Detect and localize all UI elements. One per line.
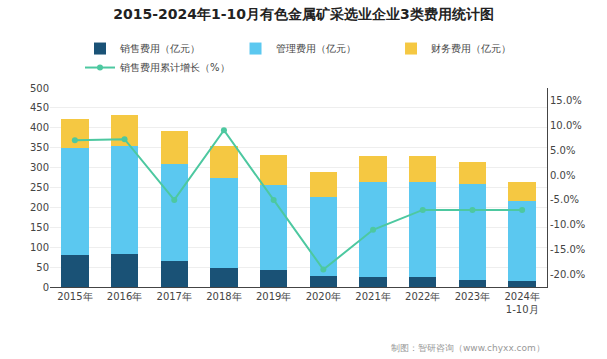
svg-text:2017年: 2017年 <box>157 291 192 302</box>
svg-text:500: 500 <box>30 83 49 94</box>
svg-text:400: 400 <box>30 122 49 133</box>
svg-text:50: 50 <box>36 262 49 273</box>
svg-text:2023年: 2023年 <box>455 291 490 302</box>
svg-text:2024年1-10月: 2024年1-10月 <box>504 291 539 315</box>
svg-text:财务费用（亿元）: 财务费用（亿元） <box>431 43 511 54</box>
svg-text:350: 350 <box>30 142 49 153</box>
svg-text:管理费用（亿元）: 管理费用（亿元） <box>276 43 356 54</box>
svg-text:10.0%: 10.0% <box>550 120 582 131</box>
svg-text:150: 150 <box>30 222 49 233</box>
svg-text:销售费用（亿元）: 销售费用（亿元） <box>119 43 200 54</box>
svg-text:销售费用累计增长（%）: 销售费用累计增长（%） <box>119 62 230 73</box>
svg-text:2020年: 2020年 <box>306 291 341 302</box>
svg-text:-15.0%: -15.0% <box>550 244 585 255</box>
svg-text:450: 450 <box>30 102 49 113</box>
svg-text:2021年: 2021年 <box>355 291 390 302</box>
svg-text:制图：智研咨询（www.chyxx.com）: 制图：智研咨询（www.chyxx.com） <box>391 343 545 353</box>
svg-text:2022年: 2022年 <box>405 291 440 302</box>
svg-text:250: 250 <box>30 182 49 193</box>
svg-text:-5.0%: -5.0% <box>550 194 579 205</box>
svg-text:2015年: 2015年 <box>57 291 92 302</box>
svg-text:0.0%: 0.0% <box>550 170 575 181</box>
svg-text:200: 200 <box>30 202 49 213</box>
svg-text:2016年: 2016年 <box>107 291 142 302</box>
svg-text:-10.0%: -10.0% <box>550 219 585 230</box>
svg-text:15.0%: 15.0% <box>550 95 582 106</box>
svg-text:2015-2024年1-10月有色金属矿采选业企业3类费用统: 2015-2024年1-10月有色金属矿采选业企业3类费用统计图 <box>113 6 494 22</box>
svg-text:300: 300 <box>30 162 49 173</box>
svg-text:2019年: 2019年 <box>256 291 291 302</box>
svg-text:2018年: 2018年 <box>206 291 241 302</box>
svg-text:100: 100 <box>30 242 49 253</box>
svg-text:-20.0%: -20.0% <box>550 269 585 280</box>
svg-text:5.0%: 5.0% <box>550 145 575 156</box>
svg-text:0: 0 <box>43 282 49 293</box>
